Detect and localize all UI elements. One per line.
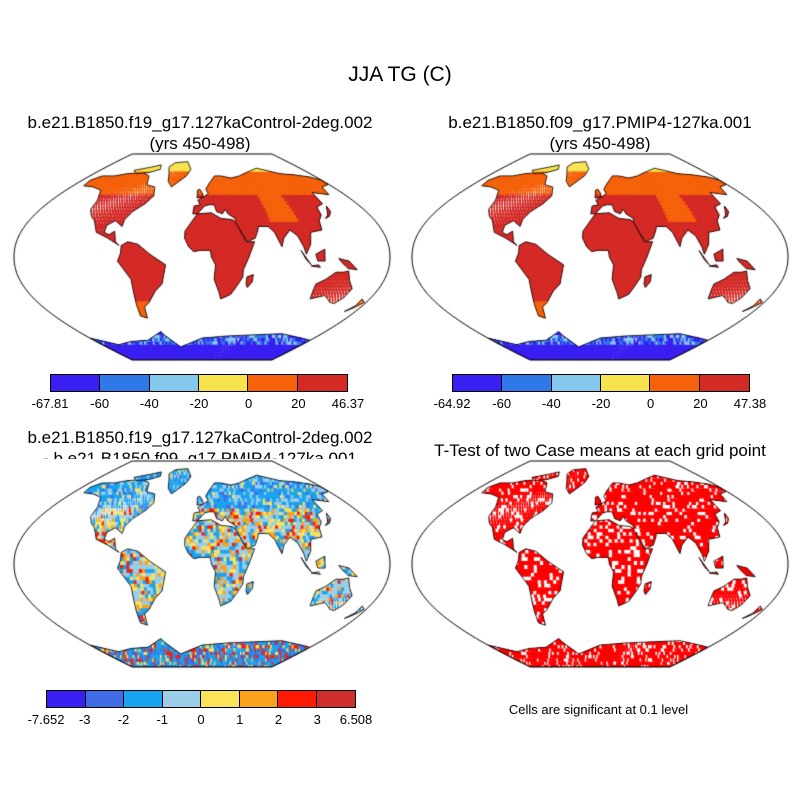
colorbar-label: -64.92: [433, 396, 471, 411]
colorbar-label: 2: [274, 712, 283, 727]
colorbar-label: 3: [313, 712, 321, 727]
colorbar-label: -40: [139, 396, 159, 411]
figure-title: JJA TG (C): [348, 63, 452, 86]
colorbar-label: -20: [189, 396, 209, 411]
colorbar-swatch: [650, 375, 700, 391]
map-diff: [12, 459, 392, 669]
colorbar-swatch: [239, 691, 278, 707]
colorbar-swatch: [198, 375, 249, 391]
panel-title-ttest: T-Test of two Case means at each grid po…: [400, 440, 800, 461]
colorbar-boxes: [46, 690, 356, 708]
colorbar-label: 0: [197, 712, 205, 727]
colorbar-label: 6.508: [339, 712, 373, 727]
colorbar-label: -1: [156, 712, 169, 727]
colorbar-label: 20: [693, 396, 708, 411]
colorbar-swatch: [248, 375, 298, 391]
map-case2: [410, 152, 790, 362]
colorbar-swatch: [699, 375, 749, 391]
colorbar-label: 20: [291, 396, 306, 411]
colorbar-swatch: [124, 691, 163, 707]
panel-title-diff-line1: b.e21.B1850.f19_g17.127kaControl-2deg.00…: [27, 428, 373, 447]
colorbar-case1: -67.81 -60 -40 -20 0 20 46.37: [32, 374, 364, 414]
panel-title-case2-line1: b.e21.B1850.f09_g17.PMIP4-127ka.001: [448, 113, 752, 132]
colorbar-label: -60: [492, 396, 512, 411]
colorbar-label: -2: [117, 712, 130, 727]
colorbar-label: 46.37: [331, 396, 365, 411]
colorbar-swatch: [551, 375, 601, 391]
panel-title-ttest-line1: T-Test of two Case means at each grid po…: [434, 441, 766, 460]
colorbar-swatch: [51, 375, 101, 391]
colorbar-label: -60: [90, 396, 110, 411]
colorbar-label: -40: [541, 396, 561, 411]
panel-title-case1: b.e21.B1850.f19_g17.127kaControl-2deg.00…: [0, 112, 400, 154]
colorbar-boxes: [452, 374, 750, 392]
panel-title-case1-line2: (yrs 450-498): [149, 134, 251, 153]
colorbar-label: -67.81: [31, 396, 69, 411]
colorbar-label: 1: [236, 712, 244, 727]
colorbar-label: -20: [591, 396, 611, 411]
colorbar-label: -3: [78, 712, 91, 727]
colorbar-swatch: [502, 375, 552, 391]
colorbar-case2: -64.92 -60 -40 -20 0 20 47.38: [434, 374, 766, 414]
colorbar-label: 0: [245, 396, 253, 411]
colorbar-label: 0: [647, 396, 655, 411]
colorbar-diff: -7.652 -3 -2 -1 0 1 2 3 6.508: [28, 690, 372, 730]
colorbar-swatch: [453, 375, 503, 391]
map-case1: [12, 152, 392, 362]
map-ttest: [410, 459, 790, 669]
colorbar-swatch: [47, 691, 86, 707]
colorbar-swatch: [149, 375, 199, 391]
colorbar-label: 47.38: [733, 396, 767, 411]
colorbar-swatch: [85, 691, 124, 707]
colorbar-boxes: [50, 374, 348, 392]
colorbar-swatch: [278, 691, 317, 707]
colorbar-swatch: [600, 375, 651, 391]
panel-title-case2-line2: (yrs 450-498): [549, 134, 651, 153]
significance-note: Cells are significant at 0.1 level: [508, 702, 689, 717]
panel-title-case1-line1: b.e21.B1850.f19_g17.127kaControl-2deg.00…: [27, 113, 373, 132]
colorbar-swatch: [201, 691, 240, 707]
colorbar-swatch: [297, 375, 347, 391]
colorbar-swatch: [100, 375, 150, 391]
colorbar-swatch: [316, 691, 355, 707]
colorbar-swatch: [162, 691, 201, 707]
panel-title-case2: b.e21.B1850.f09_g17.PMIP4-127ka.001 (yrs…: [400, 112, 800, 154]
colorbar-label: -7.652: [27, 712, 65, 727]
